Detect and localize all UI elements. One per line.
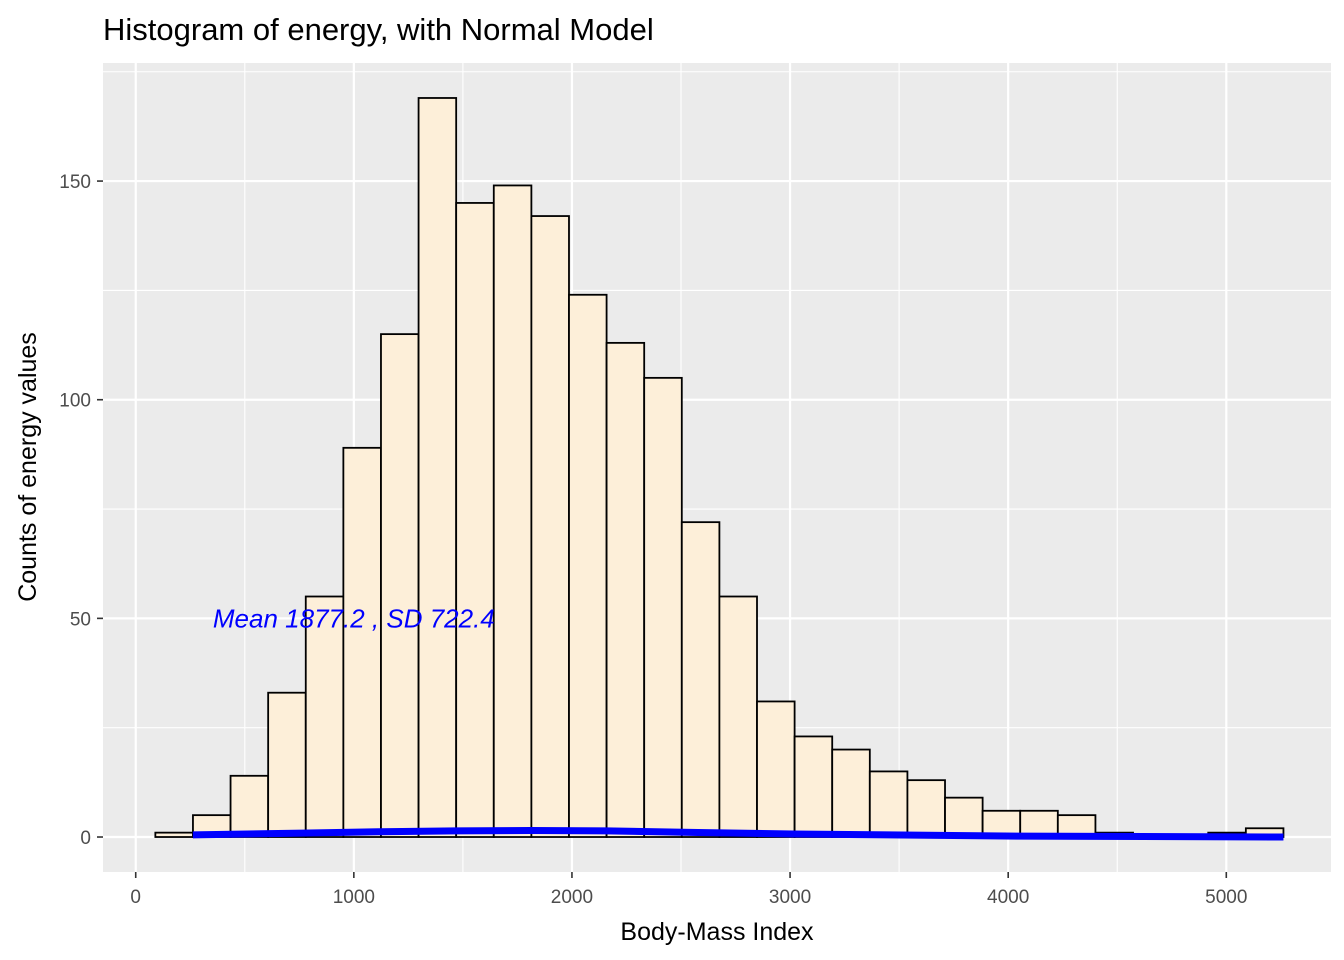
histogram-bar [380,333,420,838]
histogram-bar [229,774,270,838]
histogram-bar [680,521,721,838]
normal-model-annotation: Mean 1877.2 , SD 722.4 [213,603,495,633]
x-tick-label: 2000 [551,887,593,908]
normal-curve-line [192,826,1284,841]
y-tick-label: 50 [70,609,91,630]
y-tick-label: 100 [59,391,91,412]
histogram-bar [793,735,834,838]
x-tick-label: 4000 [987,887,1029,908]
histogram-bar [568,293,608,838]
y-axis-label: Counts of energy values [14,332,42,602]
x-tick-label: 3000 [769,887,811,908]
histogram-bar [342,446,382,838]
chart-title: Histogram of energy, with Normal Model [103,12,654,47]
y-tick-label: 150 [59,172,91,193]
histogram-bar [944,796,984,838]
normal-model-curve [192,826,1284,841]
histogram-bar [267,691,307,838]
histogram-bar [455,202,495,838]
y-tick-label: 0 [80,828,91,849]
histogram-bar [417,97,458,838]
x-tick-label: 0 [130,887,141,908]
histogram-bar [831,748,871,838]
histogram-bar [154,831,194,838]
histogram-bar [756,700,796,838]
histogram-bar [605,341,646,838]
x-tick-label: 1000 [333,887,375,908]
histogram-bar [906,779,946,838]
x-tick-label: 5000 [1205,887,1247,908]
histogram-bar [530,215,570,838]
x-axis-label: Body-Mass Index [620,918,814,946]
histogram-bar [868,770,909,838]
histogram-bar [492,184,533,838]
histogram-bars [154,97,1285,838]
x-axis-ticks: 0 1000 2000 3000 4000 5000 [130,872,1247,908]
y-axis-ticks: 0 50 100 150 [59,172,103,849]
histogram-bar [718,595,758,838]
histogram-bar [643,376,683,838]
